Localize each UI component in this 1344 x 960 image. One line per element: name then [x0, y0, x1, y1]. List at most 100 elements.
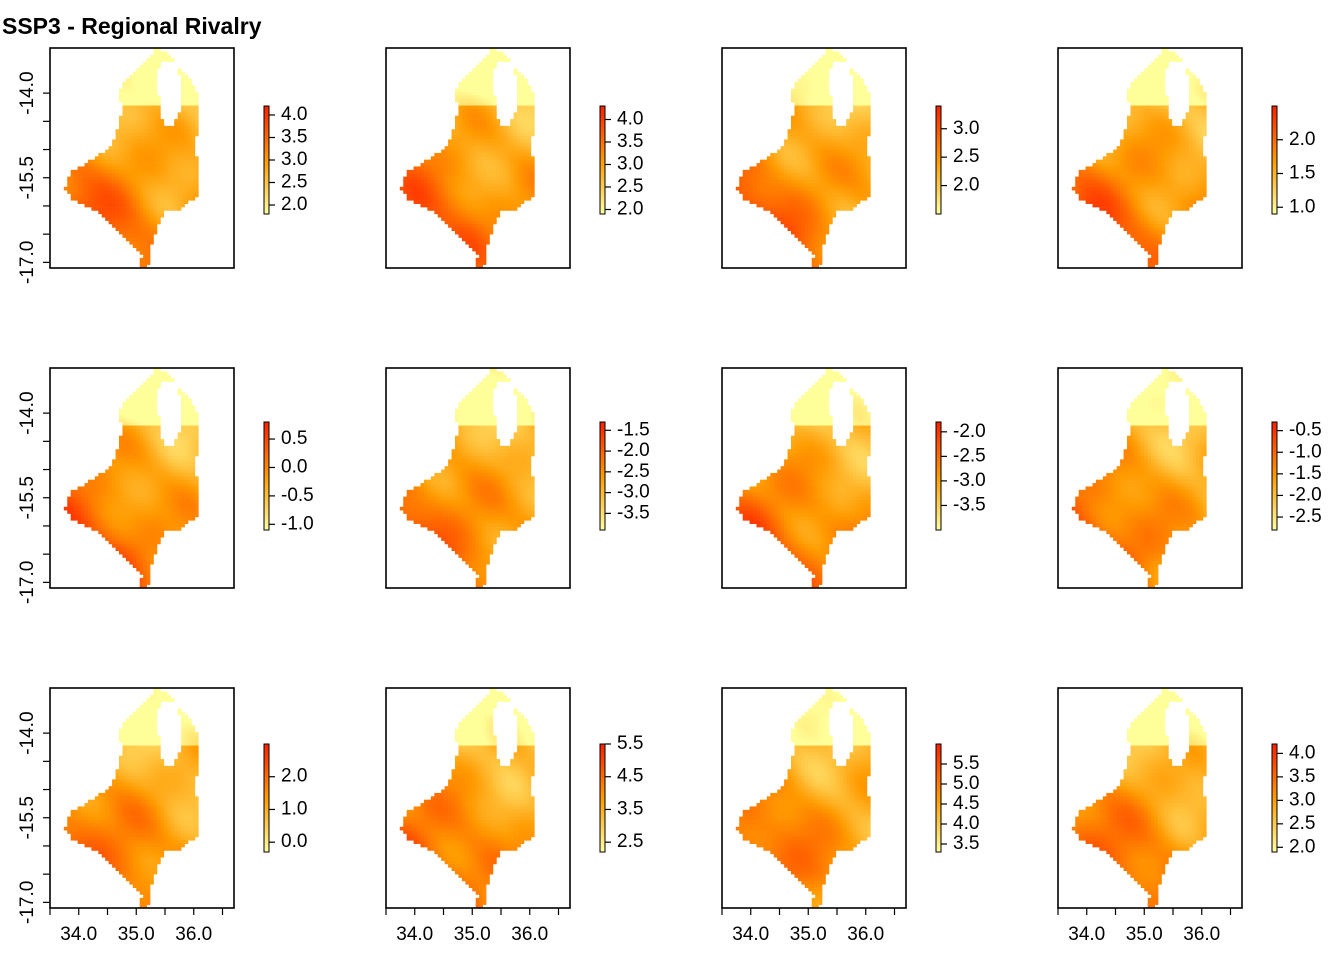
raster-cell	[486, 54, 490, 59]
raster-cell	[177, 159, 182, 164]
raster-cell	[524, 102, 528, 106]
raster-cell	[527, 142, 532, 147]
raster-cell	[458, 129, 463, 133]
raster-cell	[1144, 210, 1148, 215]
raster-cell	[136, 156, 140, 160]
raster-cell	[1189, 169, 1193, 174]
raster-cell	[1164, 119, 1169, 123]
raster-cell	[1151, 129, 1155, 133]
raster-cell	[766, 183, 771, 188]
raster-cell	[156, 166, 161, 171]
raster-cell	[506, 183, 511, 188]
raster-cell	[129, 98, 134, 103]
raster-cell	[742, 169, 747, 174]
raster-cell	[811, 159, 816, 164]
raster-cell	[153, 159, 158, 164]
raster-cell	[132, 224, 137, 228]
raster-cell	[132, 391, 137, 396]
raster-cell	[510, 190, 514, 194]
raster-cell	[129, 81, 134, 86]
raster-cell	[448, 200, 452, 204]
raster-cell	[766, 159, 771, 164]
raster-cell	[513, 136, 518, 140]
raster-cell	[1158, 122, 1162, 127]
raster-cell	[1120, 139, 1124, 144]
raster-cell	[458, 115, 463, 120]
raster-cell	[1161, 156, 1166, 160]
raster-cell	[153, 176, 158, 181]
raster-cell	[818, 75, 823, 79]
raster-cell	[94, 173, 99, 177]
raster-cell	[150, 71, 154, 76]
raster-cell	[856, 152, 861, 157]
raster-cell	[1151, 200, 1155, 204]
raster-cell	[479, 169, 483, 174]
raster-cell	[1154, 98, 1159, 103]
raster-cell	[448, 169, 452, 174]
raster-cell	[811, 102, 816, 106]
raster-cell	[818, 136, 823, 140]
raster-cell	[468, 190, 473, 194]
raster-cell	[458, 203, 463, 208]
raster-cell	[801, 220, 806, 225]
raster-cell	[804, 92, 809, 96]
raster-cell	[125, 98, 130, 103]
raster-cell	[1140, 213, 1145, 218]
raster-cell	[143, 159, 147, 164]
raster-cell	[1147, 166, 1152, 171]
raster-cell	[1158, 102, 1162, 106]
raster-cell	[1192, 88, 1197, 93]
raster-cell	[825, 105, 830, 110]
raster-cell	[860, 102, 864, 106]
raster-cell	[486, 163, 490, 167]
raster-cell	[860, 92, 864, 96]
raster-cell	[413, 176, 418, 181]
raster-cell	[105, 203, 109, 208]
raster-cell	[797, 122, 802, 127]
raster-cell	[1130, 159, 1135, 164]
raster-cell	[832, 183, 837, 188]
raster-cell	[472, 81, 476, 86]
raster-cell	[510, 186, 514, 191]
raster-cell	[510, 156, 514, 160]
raster-cell	[530, 108, 535, 113]
raster-cell	[822, 85, 826, 89]
raster-cell	[1095, 193, 1100, 198]
raster-cell	[181, 112, 185, 116]
raster-cell	[437, 207, 442, 211]
raster-cell	[472, 176, 476, 181]
raster-cell	[472, 115, 476, 120]
raster-cell	[468, 217, 473, 221]
raster-cell	[1144, 240, 1148, 245]
raster-cell	[1151, 64, 1155, 69]
raster-cell	[853, 92, 857, 96]
raster-cell	[1199, 149, 1204, 154]
raster-cell	[815, 75, 819, 79]
raster-cell	[486, 217, 490, 221]
raster-cell	[766, 169, 771, 174]
raster-cell	[808, 237, 812, 242]
raster-cell	[461, 207, 466, 211]
raster-cell	[784, 193, 788, 198]
raster-cell	[1151, 237, 1155, 242]
raster-cell	[119, 173, 123, 177]
raster-cell	[129, 88, 134, 93]
raster-cell	[839, 196, 844, 201]
raster-cell	[1140, 220, 1145, 225]
raster-cell	[112, 220, 116, 225]
raster-cell	[811, 71, 816, 76]
raster-cell	[482, 186, 487, 191]
raster-cell	[1164, 213, 1169, 218]
raster-cell	[832, 200, 837, 204]
raster-cell	[1075, 190, 1079, 194]
raster-cell	[67, 176, 71, 181]
raster-cell	[455, 166, 459, 171]
raster-cell	[184, 395, 189, 399]
raster-cell	[499, 180, 504, 184]
raster-cell	[860, 146, 864, 150]
raster-cell	[1144, 152, 1148, 157]
raster-cell	[465, 230, 470, 235]
raster-cell	[822, 234, 826, 238]
raster-cell	[70, 180, 75, 184]
raster-cell	[1168, 190, 1173, 194]
